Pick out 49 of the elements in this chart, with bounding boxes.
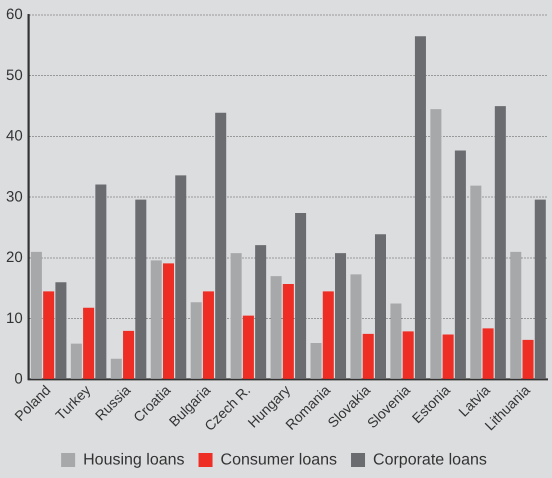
bar [310, 342, 322, 379]
bar [322, 291, 334, 379]
bar [482, 328, 494, 379]
bar [414, 36, 426, 379]
bar [150, 260, 162, 379]
bar [215, 112, 226, 379]
legend-label: Corporate loans [373, 451, 487, 468]
y-tick-label: 20 [6, 249, 23, 266]
bar [390, 303, 402, 379]
bar [470, 186, 482, 379]
bar [70, 344, 82, 379]
bar [494, 106, 506, 379]
y-tick-label: 10 [6, 310, 23, 327]
legend-label: Housing loans [83, 451, 185, 468]
bar [454, 150, 466, 379]
y-tick-label: 40 [6, 128, 23, 145]
bar [110, 358, 122, 379]
y-tick-label: 60 [6, 6, 23, 24]
bar [162, 263, 174, 379]
legend-label: Consumer loans [220, 451, 338, 468]
bar [242, 316, 254, 379]
bar [135, 200, 146, 379]
bar [430, 109, 442, 379]
bar [510, 252, 522, 379]
bar [270, 276, 282, 379]
bar [43, 291, 54, 379]
bar [350, 274, 362, 379]
y-tick-label: 50 [6, 66, 23, 84]
bar [362, 334, 374, 379]
bar [374, 234, 386, 379]
bar [522, 340, 534, 379]
bar [534, 200, 546, 379]
bar [255, 245, 266, 379]
bar [55, 282, 66, 379]
bar [335, 253, 346, 379]
y-tick-label: 30 [6, 188, 23, 206]
y-tick-label: 0 [14, 370, 23, 388]
bar [202, 291, 214, 379]
bar [230, 253, 242, 379]
bar [175, 175, 186, 379]
bar [295, 212, 306, 379]
bar [282, 284, 294, 379]
bar [83, 308, 94, 379]
bar [30, 252, 42, 379]
bar [190, 302, 202, 379]
bar [95, 184, 106, 379]
bar [123, 330, 134, 379]
bar [402, 331, 414, 379]
bar [442, 334, 454, 379]
